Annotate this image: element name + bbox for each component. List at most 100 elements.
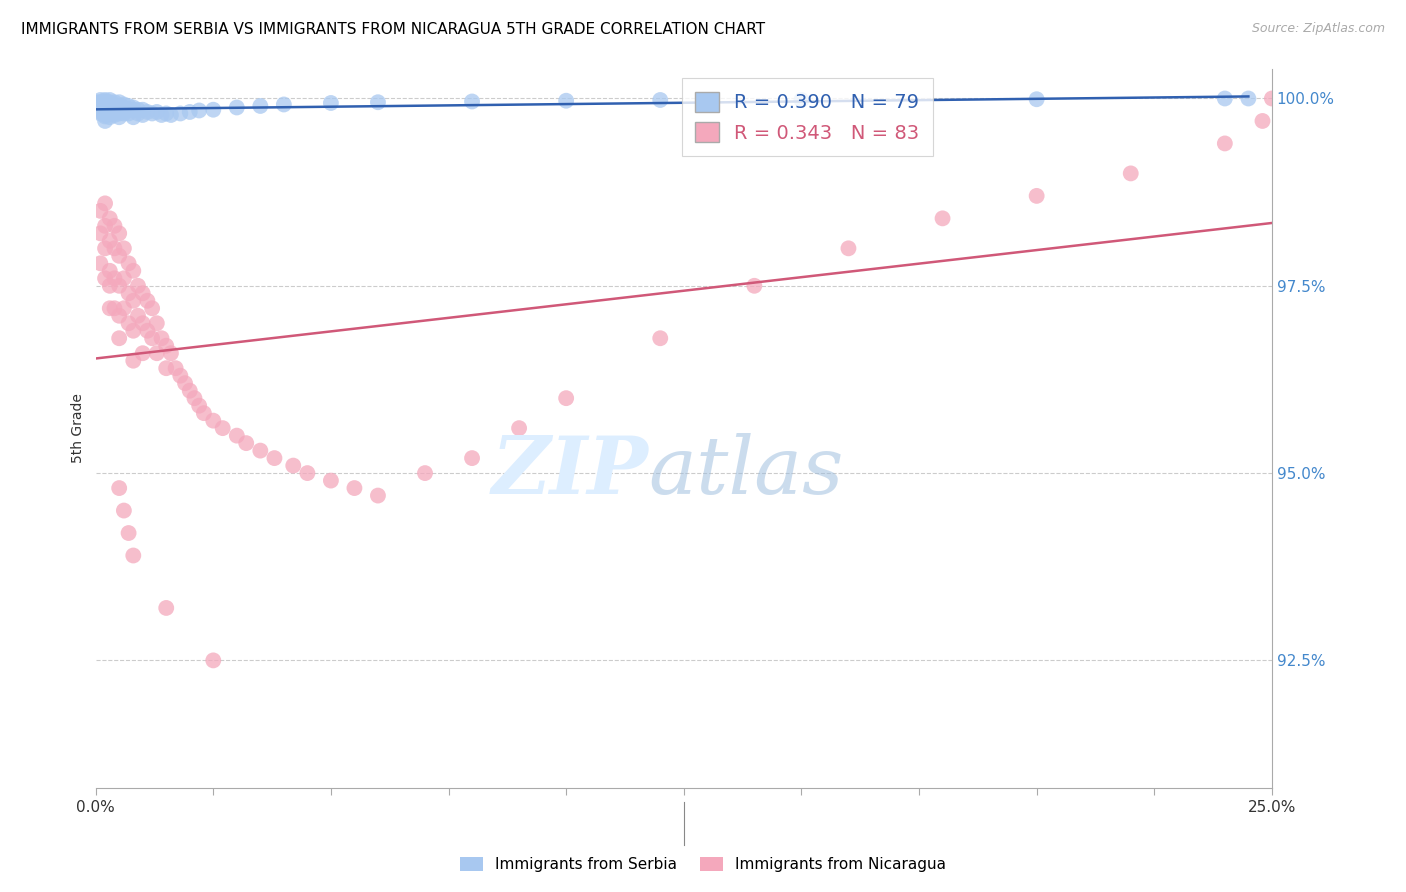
Point — [108, 309, 131, 323]
Point — [160, 108, 183, 122]
Point — [249, 99, 271, 113]
Point — [179, 384, 201, 398]
Point — [146, 316, 169, 330]
Point — [89, 106, 111, 120]
Point — [117, 286, 139, 301]
Point — [343, 481, 366, 495]
Point — [117, 99, 139, 113]
Point — [141, 331, 163, 345]
Point — [87, 95, 110, 110]
Point — [225, 100, 247, 114]
Point — [131, 103, 153, 117]
Point — [103, 105, 125, 120]
Point — [211, 421, 233, 435]
Point — [98, 264, 121, 278]
Point — [1213, 91, 1236, 105]
Point — [367, 95, 389, 110]
Point — [837, 241, 859, 255]
Point — [188, 399, 211, 413]
Point — [555, 94, 578, 108]
Point — [1025, 189, 1047, 203]
Point — [98, 95, 121, 110]
Point — [103, 301, 125, 316]
Point — [98, 234, 121, 248]
Y-axis label: 5th Grade: 5th Grade — [72, 393, 86, 463]
Point — [136, 293, 159, 308]
Point — [94, 271, 117, 285]
Point — [235, 436, 257, 450]
Point — [98, 99, 121, 113]
Point — [155, 106, 177, 120]
Point — [103, 100, 125, 114]
Point — [103, 97, 125, 112]
Point — [112, 103, 135, 117]
Point — [183, 391, 205, 405]
Point — [89, 99, 111, 113]
Point — [112, 301, 135, 316]
Point — [555, 391, 578, 405]
Point — [94, 108, 117, 122]
Point — [112, 503, 135, 517]
Point — [155, 601, 177, 615]
Point — [146, 346, 169, 360]
Point — [127, 309, 149, 323]
Point — [122, 549, 145, 563]
Point — [108, 106, 131, 120]
Point — [202, 414, 225, 428]
Point — [169, 106, 191, 120]
Point — [117, 103, 139, 117]
Point — [89, 99, 111, 113]
Point — [744, 278, 766, 293]
Point — [94, 95, 117, 110]
Point — [650, 331, 672, 345]
Point — [103, 219, 125, 233]
Point — [94, 110, 117, 124]
Point — [122, 110, 145, 124]
Point — [98, 93, 121, 107]
Point — [122, 100, 145, 114]
Point — [89, 227, 111, 241]
Point — [108, 99, 131, 113]
Point — [112, 100, 135, 114]
Point — [136, 324, 159, 338]
Point — [89, 97, 111, 112]
Point — [1119, 166, 1142, 180]
Point — [174, 376, 197, 391]
Point — [103, 103, 125, 117]
Point — [122, 103, 145, 117]
Point — [98, 97, 121, 112]
Point — [1251, 114, 1274, 128]
Point — [122, 293, 145, 308]
Point — [89, 95, 111, 110]
Point — [141, 301, 163, 316]
Point — [98, 100, 121, 114]
Point — [225, 428, 247, 442]
Point — [112, 106, 135, 120]
Point — [202, 103, 225, 117]
Point — [94, 93, 117, 107]
Point — [94, 103, 117, 118]
Text: IMMIGRANTS FROM SERBIA VS IMMIGRANTS FROM NICARAGUA 5TH GRADE CORRELATION CHART: IMMIGRANTS FROM SERBIA VS IMMIGRANTS FRO… — [21, 22, 765, 37]
Point — [103, 271, 125, 285]
Point — [931, 211, 953, 226]
Point — [127, 106, 149, 120]
Point — [94, 196, 117, 211]
Point — [117, 256, 139, 270]
Point — [131, 346, 153, 360]
Point — [89, 105, 111, 120]
Point — [202, 653, 225, 667]
Point — [122, 353, 145, 368]
Point — [94, 106, 117, 120]
Point — [413, 466, 436, 480]
Point — [94, 95, 117, 109]
Point — [94, 100, 117, 114]
Point — [112, 241, 135, 255]
Point — [112, 97, 135, 112]
Point — [108, 95, 131, 110]
Point — [98, 110, 121, 124]
Point — [94, 114, 117, 128]
Point — [297, 466, 319, 480]
Point — [319, 474, 342, 488]
Point — [117, 526, 139, 541]
Point — [461, 451, 484, 466]
